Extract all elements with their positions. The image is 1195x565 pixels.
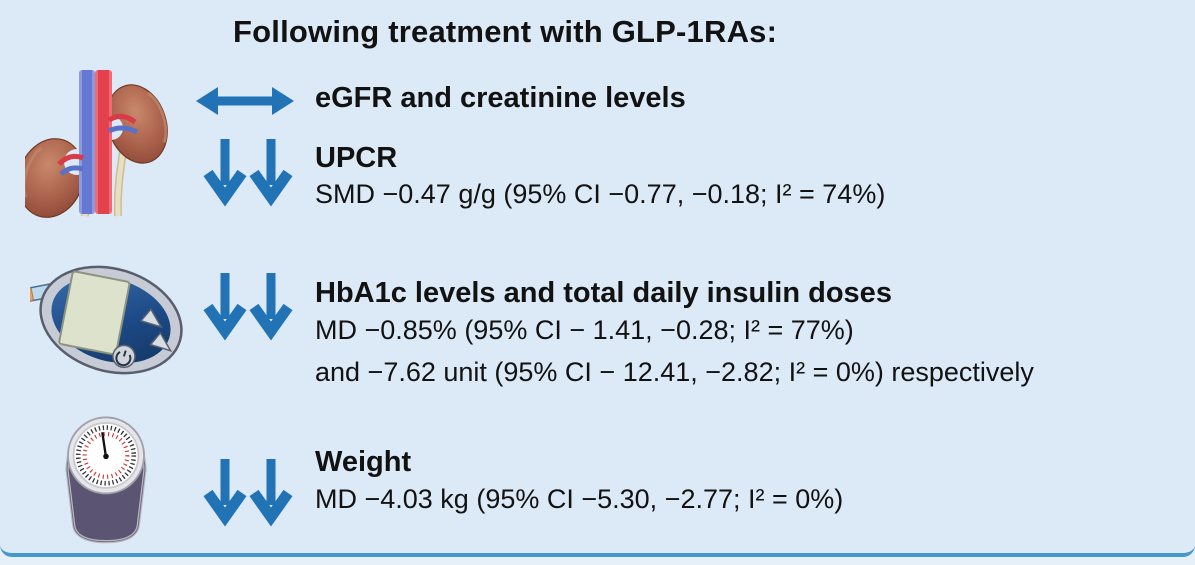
double-down-arrow-icon [203,139,293,207]
double-down-arrow-icon [203,273,293,341]
weighing-scale-icon [65,416,147,544]
page-title: Following treatment with GLP-1RAs: [233,14,778,49]
kidneys-icon [25,70,168,218]
finding-heading-hba1c: HbA1c levels and total daily insulin dos… [315,277,892,309]
finding-heading-upcr: UPCR [315,142,398,174]
finding-detail-upcr: SMD −0.47 g/g (95% CI −0.77, −0.18; I² =… [315,179,886,209]
finding-heading-weight: Weight [315,446,412,478]
finding-detail-hba1c: MD −0.85% (95% CI − 1.41, −0.28; I² = 77… [315,315,854,345]
double-down-arrow-icon [203,459,293,527]
no-change-arrow-icon [196,87,294,115]
finding-detail-weight: MD −4.03 kg (95% CI −5.30, −2.77; I² = 0… [315,484,844,514]
finding-heading-egfr: eGFR and creatinine levels [315,82,686,114]
glucose-meter-icon [30,265,183,375]
finding-detail-insulin: and −7.62 unit (95% CI − 12.41, −2.82; I… [315,357,1034,387]
